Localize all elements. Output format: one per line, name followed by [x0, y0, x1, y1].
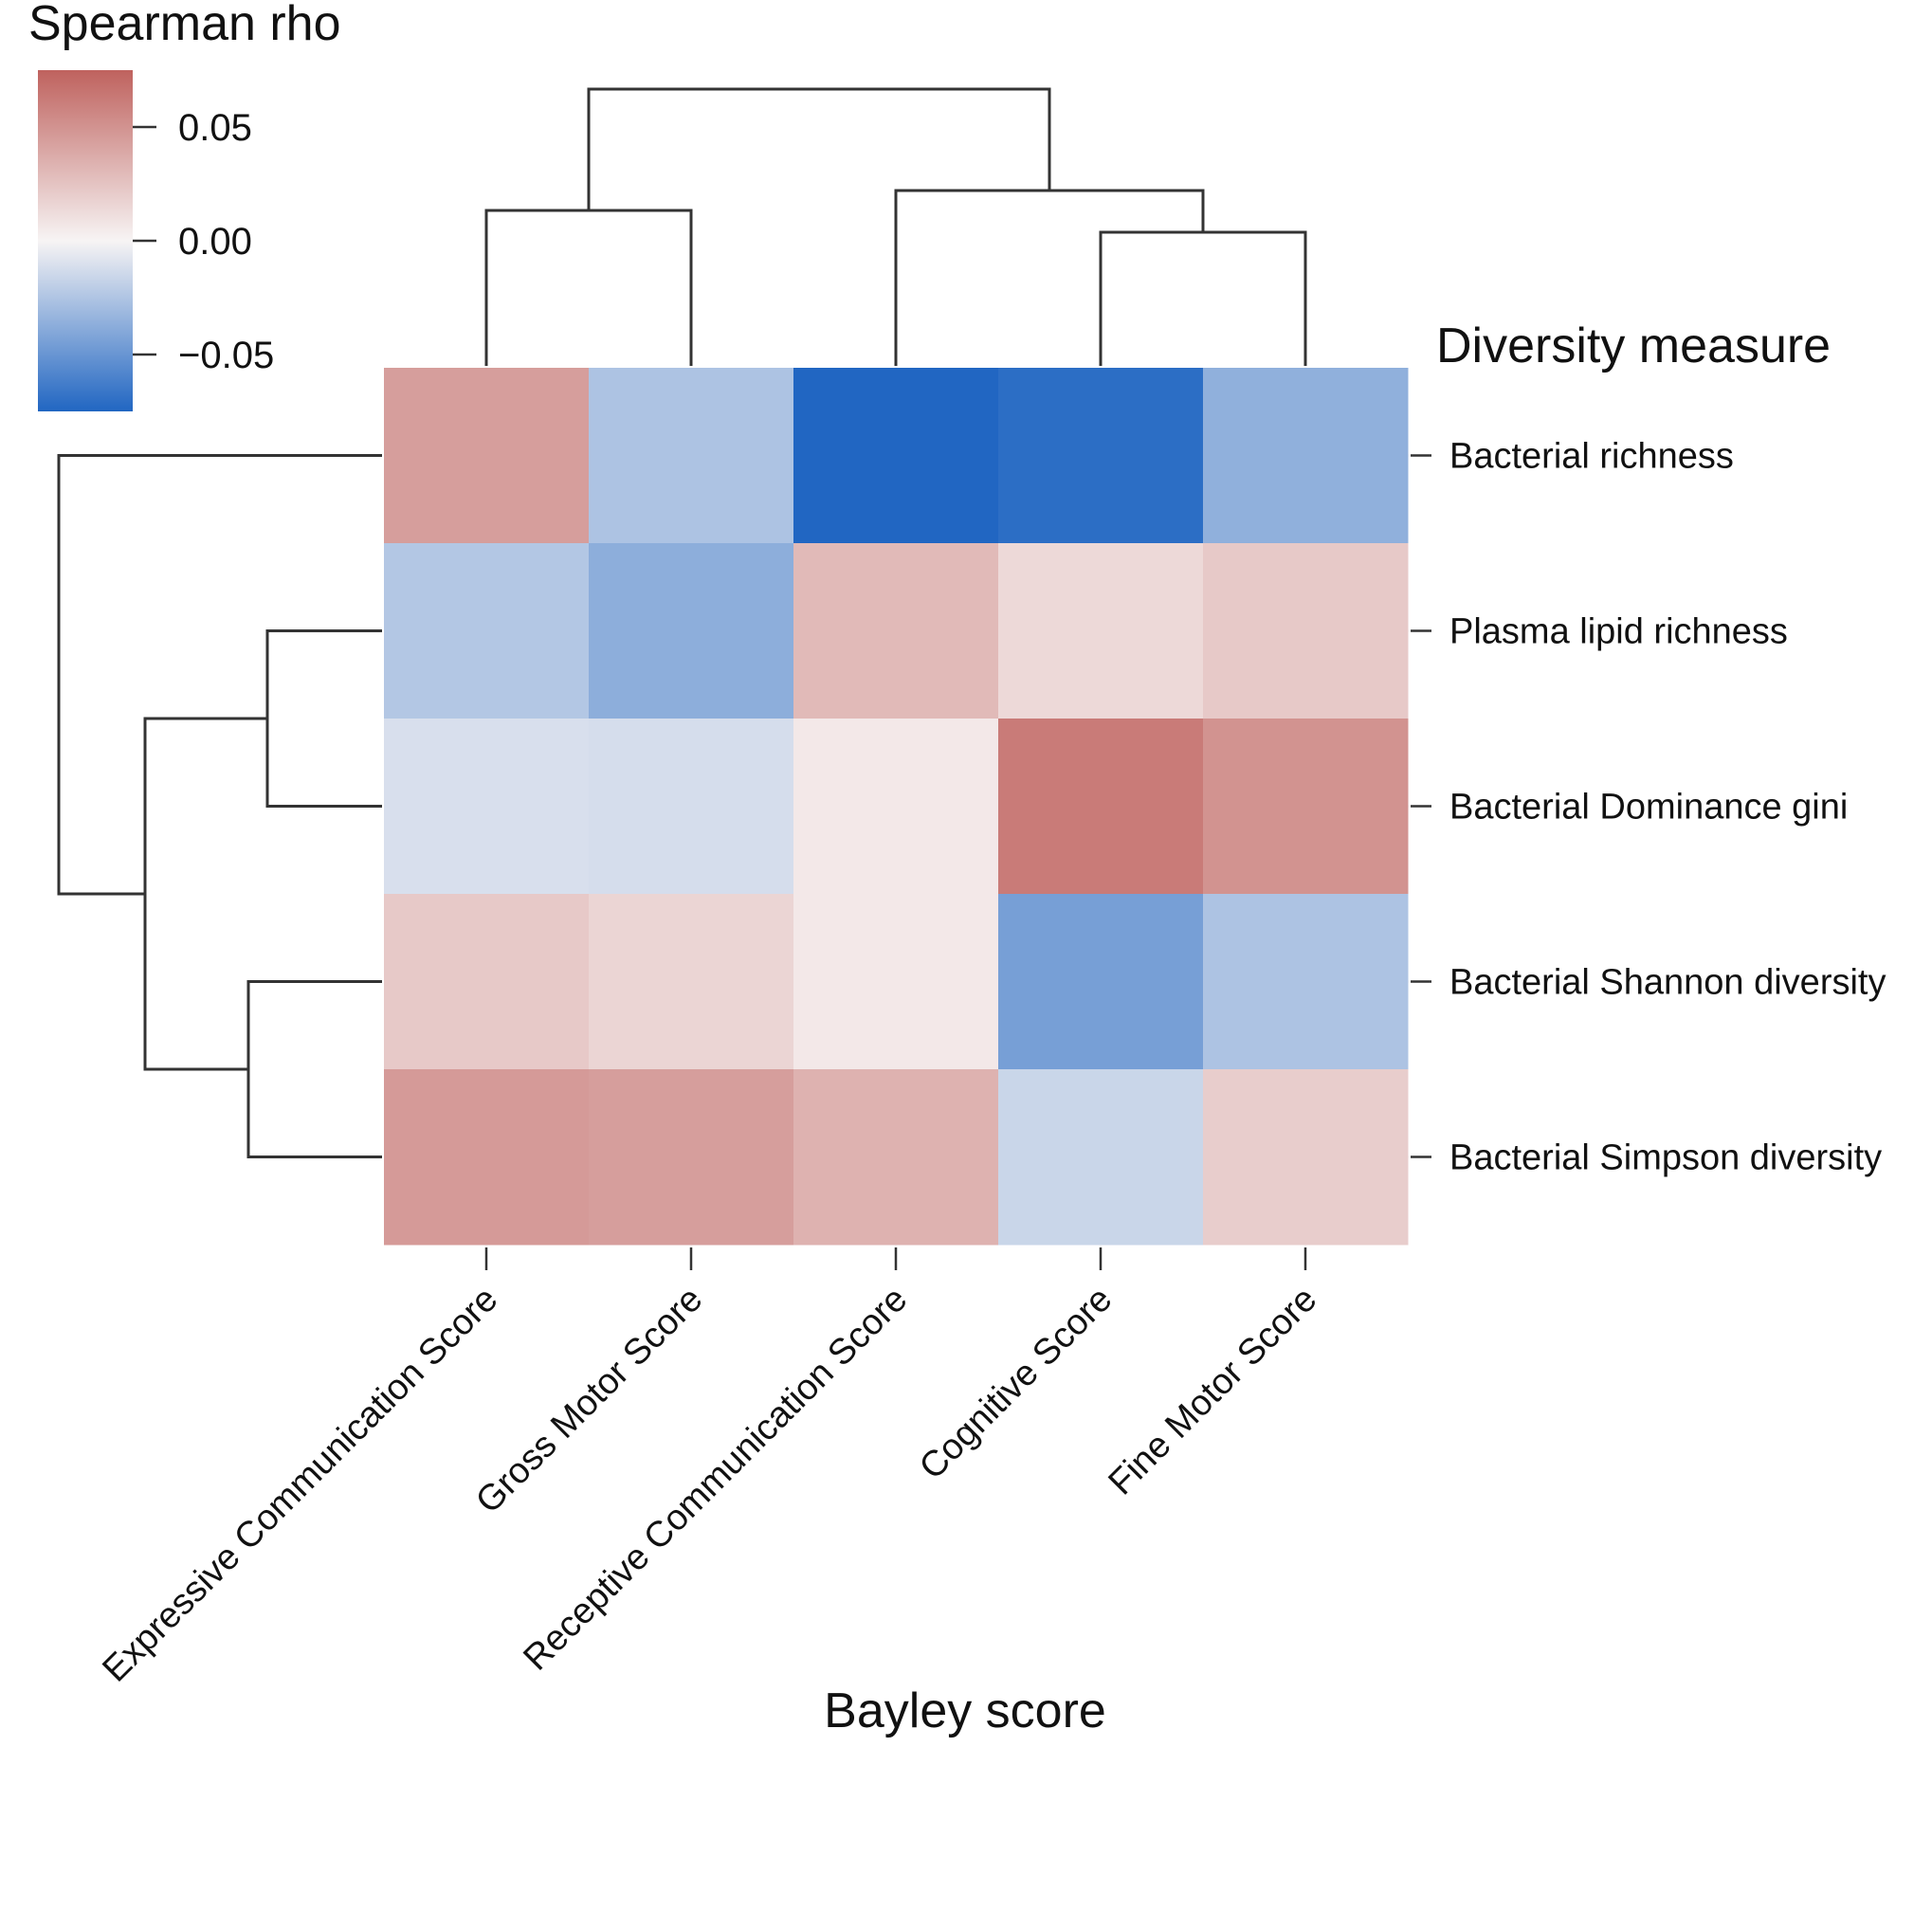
dendrogram-branch	[484, 209, 693, 366]
heatmap-cell	[998, 1069, 1204, 1246]
heatmap-cell	[793, 543, 999, 719]
heatmap-cell	[589, 894, 794, 1070]
row-label: Bacterial Shannon diversity	[1449, 963, 1886, 1003]
legend-ticks: 0.05 0.00 −0.05	[133, 107, 274, 376]
heatmap-cell	[1203, 368, 1409, 544]
row-label: Bacterial Dominance gini	[1449, 788, 1848, 828]
heatmap-cell	[998, 894, 1204, 1070]
row-label: Plasma lipid richness	[1449, 612, 1788, 652]
heatmap-cell	[589, 543, 794, 719]
heatmap-cell	[793, 1069, 999, 1246]
dendrogram-branch	[57, 454, 382, 896]
heatmap-cell	[793, 368, 999, 544]
row-label: Bacterial richness	[1449, 437, 1734, 477]
heatmap-cell	[998, 368, 1204, 544]
heatmap-cell	[1203, 1069, 1409, 1246]
heatmap-cell	[1203, 719, 1409, 895]
heatmap-cell	[998, 719, 1204, 895]
legend-tick-label: 0.00	[178, 221, 252, 263]
heatmap-cell	[793, 719, 999, 895]
heatmap-cell	[589, 368, 794, 544]
x-axis-title: Bayley score	[824, 1683, 1106, 1738]
heatmap-cell	[1203, 543, 1409, 719]
column-label: Expressive Communication Score	[95, 1280, 505, 1690]
row-dendrogram	[57, 454, 382, 1158]
heatmap-cell	[384, 368, 590, 544]
heatmap-cell	[998, 543, 1204, 719]
legend-tick-label: −0.05	[178, 335, 274, 376]
heatmap-cell	[1203, 894, 1409, 1070]
heatmap-cell	[384, 1069, 590, 1246]
legend-title: Spearman rho	[28, 0, 341, 51]
legend: Spearman rho 0.05 0.00 −0.05	[28, 0, 341, 411]
column-label: Cognitive Score	[912, 1280, 1120, 1487]
column-dendrogram	[484, 87, 1307, 366]
dendrogram-branch	[246, 980, 382, 1158]
legend-colorbar	[38, 70, 133, 411]
column-label: Gross Motor Score	[468, 1280, 710, 1521]
column-label: Fine Motor Score	[1102, 1280, 1325, 1503]
column-label: Receptive Communication Score	[516, 1280, 915, 1679]
row-labels: Bacterial richness Plasma lipid richness B…	[1411, 437, 1886, 1178]
heatmap-cell	[589, 1069, 794, 1246]
heatmap-cell	[589, 719, 794, 895]
heatmap-cell	[793, 894, 999, 1070]
legend-tick-label: 0.05	[178, 107, 252, 149]
heatmap-cell	[384, 543, 590, 719]
heatmap-cells	[384, 368, 1409, 1246]
y-axis-title: Diversity measure	[1436, 318, 1831, 373]
dendrogram-branch	[587, 87, 1051, 210]
dendrogram-branch	[894, 189, 1205, 366]
row-label: Bacterial Simpson diversity	[1449, 1138, 1882, 1178]
dendrogram-branch	[265, 629, 382, 808]
dendrogram-branch	[1099, 230, 1307, 366]
heatmap-cell	[384, 719, 590, 895]
heatmap-cell	[384, 894, 590, 1070]
